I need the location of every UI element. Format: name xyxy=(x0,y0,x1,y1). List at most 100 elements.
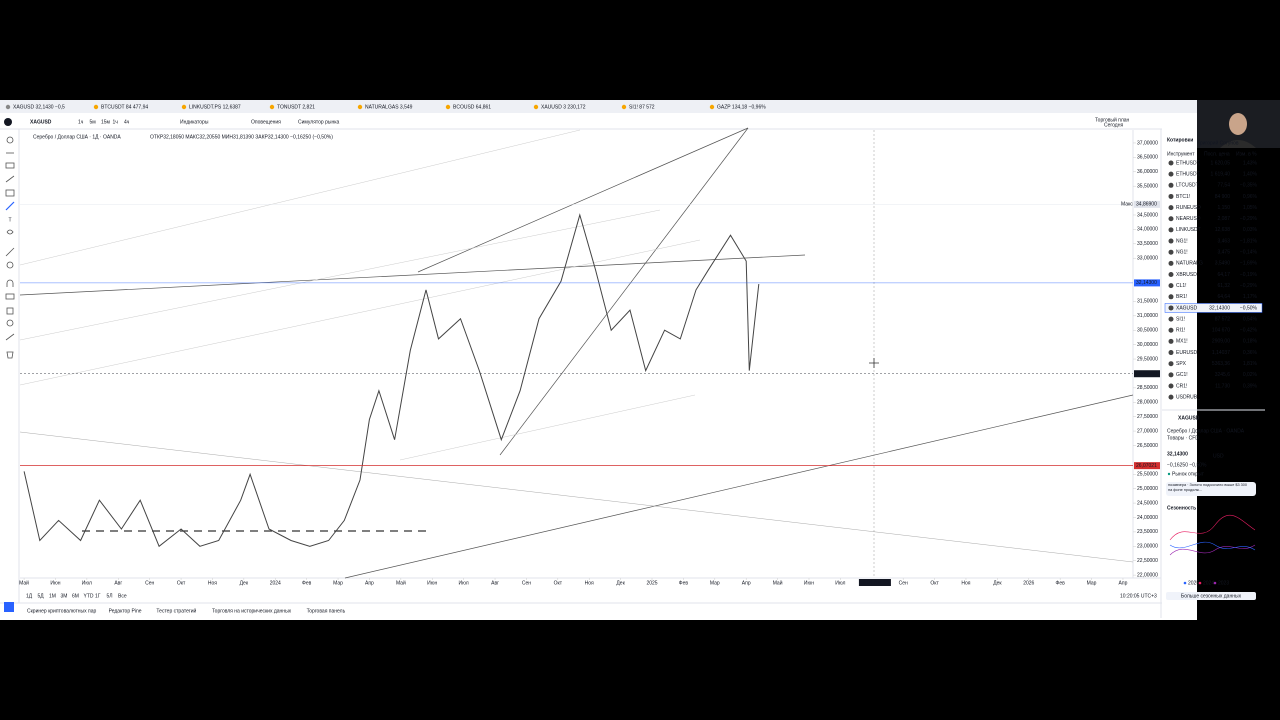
range-button[interactable]: 1Д xyxy=(26,593,33,599)
watchlist-symbol[interactable]: USDRUB_ xyxy=(1176,394,1200,400)
watchlist-price: 104 670 xyxy=(1212,328,1230,334)
tool-icon[interactable] xyxy=(5,189,15,197)
watchlist-symbol[interactable]: NG1! xyxy=(1176,238,1188,244)
watchlist-symbol[interactable]: XAGUSD xyxy=(1176,305,1198,311)
watchlist-symbol[interactable]: LINKUSDT xyxy=(1176,227,1201,233)
trading-plan[interactable]: Торговый план xyxy=(1095,116,1130,123)
x-tick-label: Ноя xyxy=(585,580,594,586)
watchlist-symbol[interactable]: CR1! xyxy=(1176,383,1187,389)
watchlist-symbol[interactable]: NG1! xyxy=(1176,250,1188,256)
symbol-icon xyxy=(1168,316,1174,322)
watchlist-symbol[interactable]: EURUSD xyxy=(1176,350,1198,356)
tool-icon[interactable] xyxy=(5,201,15,211)
tool-icon[interactable] xyxy=(6,279,14,287)
symbol-icon xyxy=(1168,216,1174,222)
interval[interactable]: 15м xyxy=(101,119,111,125)
browser-tab[interactable]: LINKUSDT.PS 12,6387 xyxy=(189,104,241,110)
price-tag xyxy=(1134,370,1160,378)
ohlc-legend: ОТКР32,18050 МАКС32,20550 МИН31,81390 ЗА… xyxy=(150,134,333,140)
symbol-icon xyxy=(1168,294,1174,300)
bottom-tab[interactable]: Скринер криптовалютных пар xyxy=(27,608,97,614)
range-button[interactable]: YTD xyxy=(84,593,94,599)
watchlist-symbol[interactable]: SI1! xyxy=(1176,316,1185,322)
watchlist-symbol[interactable]: GC1! xyxy=(1176,372,1188,378)
x-tick-label: Май xyxy=(773,579,783,586)
watchlist-symbol[interactable]: XBRUSD xyxy=(1176,272,1197,278)
range-button[interactable]: 1М xyxy=(49,593,56,599)
bottom-tab[interactable]: Тестер стратегий xyxy=(156,607,196,614)
watchlist-symbol[interactable]: RUNEUSD xyxy=(1176,205,1201,211)
status-dot xyxy=(1167,472,1171,476)
range-button[interactable]: 3М xyxy=(61,593,68,599)
watchlist-symbol[interactable]: RI1! xyxy=(1176,328,1185,334)
more-seasonal[interactable]: Больше сезонных данных xyxy=(1181,593,1242,599)
y-tick-label: 24,50000 xyxy=(1137,500,1158,506)
watchlist-symbol[interactable]: CL1! xyxy=(1176,283,1187,289)
tool-icon[interactable] xyxy=(6,229,14,235)
watchlist-price: 3,475 xyxy=(1217,250,1230,256)
channel-line xyxy=(19,239,701,386)
range-button[interactable]: 6М xyxy=(72,593,79,599)
browser-tab[interactable]: NATURALGAS 3,549 xyxy=(365,104,413,110)
interval[interactable]: 1ч xyxy=(113,119,119,125)
tool-icon[interactable] xyxy=(6,136,14,144)
watchlist-symbol[interactable]: MX1! xyxy=(1176,339,1188,345)
tool-icon[interactable] xyxy=(6,261,14,269)
browser-tab[interactable]: XAGUSD 32,1430 −0,5 xyxy=(13,104,65,110)
watchlist-symbol[interactable]: BR1! xyxy=(1176,294,1187,300)
tool-icon[interactable] xyxy=(5,175,15,183)
browser-tab[interactable]: BTCUSDT 84 477,94 xyxy=(101,104,148,110)
logo-button[interactable] xyxy=(4,602,14,612)
x-tick-label: Сен xyxy=(522,580,531,586)
watchlist-symbol[interactable]: LTCUSDT. xyxy=(1176,183,1200,189)
y-tick-label: 37,00000 xyxy=(1137,140,1158,146)
chart-title: Серебро / Доллар США · 1Д · OANDA xyxy=(33,134,121,140)
replay[interactable]: Симулятор рынка xyxy=(298,119,340,125)
bottom-tab[interactable]: Редактор Pine xyxy=(109,608,142,614)
x-tick-label: Июн xyxy=(804,580,814,586)
symbol-search[interactable]: XAGUSD xyxy=(30,119,52,125)
news-text[interactable]: позавчера · Золото подскочило выше $3 30… xyxy=(1168,483,1248,492)
interval[interactable]: 1ч xyxy=(78,119,84,125)
alerts[interactable]: Оповещения xyxy=(251,119,281,125)
browser-tab[interactable]: GAZP 134,18 −0,96% xyxy=(717,104,766,110)
season-line xyxy=(1169,514,1256,541)
browser-tab[interactable]: SI1! 87 572 xyxy=(629,104,655,110)
watchlist-symbol[interactable]: ETHUSDT. xyxy=(1176,171,1200,177)
symbol-icon xyxy=(1168,205,1174,211)
tab-icon xyxy=(269,104,275,110)
browser-tab[interactable]: XAUUSD 3 230,172 xyxy=(541,104,586,110)
interval[interactable]: 5м xyxy=(90,119,97,125)
bottom-tab[interactable]: Торговая панель xyxy=(307,608,346,614)
seasonality-title: Сезонность xyxy=(1167,505,1196,511)
selected-row xyxy=(1164,303,1263,313)
symbol-icon xyxy=(1168,227,1174,233)
watchlist-symbol[interactable]: BTC1! xyxy=(1176,194,1190,200)
tool-icon[interactable] xyxy=(5,247,15,257)
tool-icon[interactable] xyxy=(6,351,14,359)
tab-icon xyxy=(709,104,715,110)
interval[interactable]: 4ч xyxy=(124,119,130,125)
x-tick-label: Сен xyxy=(899,580,908,586)
range-button[interactable]: 5Д xyxy=(38,593,45,599)
browser-tab[interactable]: TONUSDT 2,821 xyxy=(277,104,315,110)
watchlist-symbol[interactable]: NATURALG xyxy=(1176,261,1203,267)
tool-icon[interactable]: T xyxy=(8,217,11,223)
tool-icon[interactable] xyxy=(6,307,14,315)
tab-bar xyxy=(0,100,1197,113)
tool-icon[interactable] xyxy=(5,333,15,341)
bottom-tab[interactable]: Торговля на исторических данных xyxy=(212,608,292,614)
watchlist-symbol[interactable]: ETHUSDT. xyxy=(1176,160,1200,166)
trend-line xyxy=(499,127,749,456)
range-button[interactable]: 1Г xyxy=(95,593,101,599)
watchlist-symbol[interactable]: NEARUSD xyxy=(1176,216,1201,222)
browser-tab[interactable]: BCOUSD 64,861 xyxy=(453,104,491,110)
tool-icon[interactable] xyxy=(5,293,15,300)
tool-icon[interactable] xyxy=(5,162,15,169)
range-button[interactable]: 5Л xyxy=(107,593,113,599)
watchlist-symbol[interactable]: SPX xyxy=(1176,361,1187,367)
range-button[interactable]: Все xyxy=(118,593,127,599)
indicators[interactable]: Индикаторы xyxy=(180,119,209,125)
tool-icon[interactable] xyxy=(6,319,14,327)
x-tick-label: Авг xyxy=(114,580,122,586)
